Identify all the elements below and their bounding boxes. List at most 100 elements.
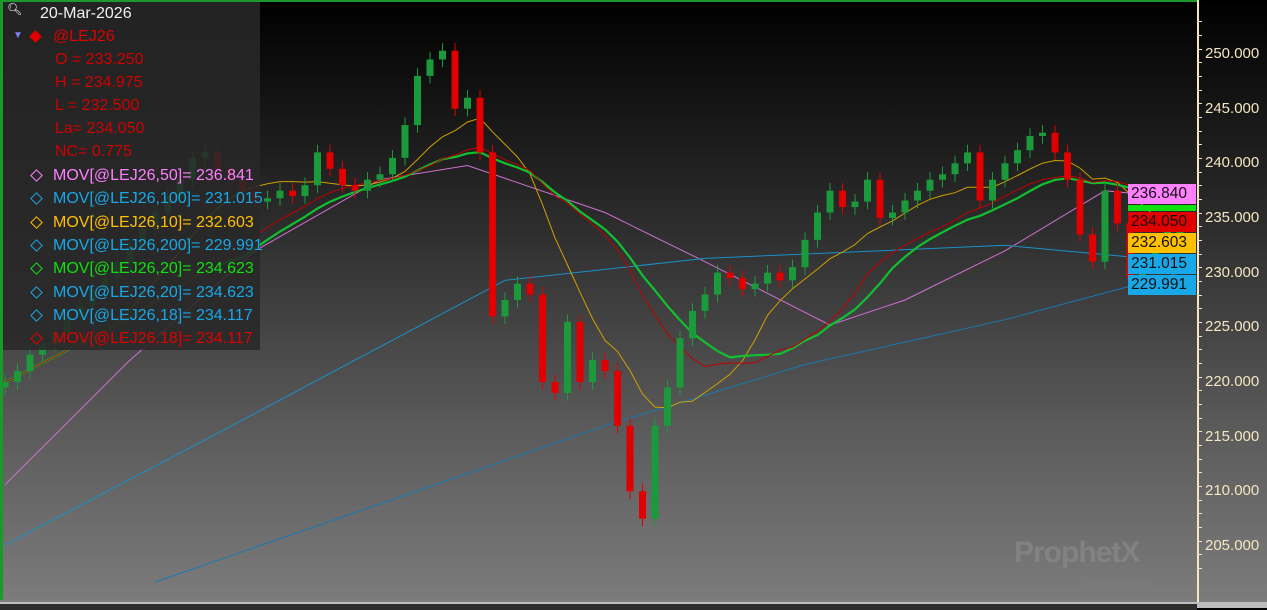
candle[interactable] — [589, 352, 596, 390]
candle[interactable] — [289, 183, 296, 204]
candle[interactable] — [951, 155, 959, 182]
study-label[interactable]: MOV[@LEJ26,50]= 236.841 — [53, 167, 254, 184]
candle[interactable] — [851, 193, 859, 215]
candle[interactable] — [314, 144, 321, 193]
candle[interactable] — [889, 204, 896, 226]
candle[interactable] — [926, 172, 934, 199]
y-tick — [1197, 198, 1202, 200]
study-diamond-icon[interactable] — [30, 308, 43, 322]
candle[interactable] — [1026, 128, 1034, 158]
study-diamond-icon[interactable] — [30, 215, 43, 229]
candle[interactable] — [614, 363, 621, 434]
candle[interactable] — [601, 352, 609, 379]
study-label[interactable]: MOV[@LEJ26,18]= 234.117 — [53, 330, 253, 348]
candle[interactable] — [989, 172, 996, 209]
candle[interactable] — [739, 270, 746, 297]
price-tag: 232.603 — [1128, 233, 1196, 253]
collapse-triangle-icon[interactable]: ▼ — [13, 30, 23, 41]
candle[interactable] — [326, 144, 334, 177]
study-label[interactable]: MOV[@LEJ26,20]= 234.623 — [53, 260, 254, 278]
candle[interactable] — [1089, 226, 1096, 270]
candle[interactable] — [14, 363, 21, 390]
candle[interactable] — [351, 177, 359, 199]
study-label[interactable]: MOV[@LEJ26,100]= 231.015 — [53, 190, 263, 208]
candle[interactable] — [1114, 183, 1121, 232]
candle[interactable] — [1039, 125, 1046, 144]
study-diamond-icon[interactable] — [30, 192, 43, 206]
candle[interactable] — [301, 177, 309, 204]
candle[interactable] — [914, 183, 921, 209]
candle[interactable] — [651, 418, 659, 527]
candle[interactable] — [1101, 183, 1109, 270]
candle[interactable] — [689, 303, 696, 346]
candle[interactable] — [626, 418, 634, 499]
candle[interactable] — [451, 43, 459, 117]
candle[interactable] — [1014, 142, 1021, 171]
candle[interactable] — [976, 144, 984, 209]
candle[interactable] — [551, 374, 559, 401]
candle[interactable] — [439, 43, 446, 68]
candle[interactable] — [564, 314, 571, 401]
candle[interactable] — [939, 166, 946, 188]
candle[interactable] — [401, 117, 409, 166]
candle[interactable] — [526, 275, 534, 303]
candle[interactable] — [489, 144, 496, 325]
candle-body — [814, 212, 821, 240]
candle[interactable] — [801, 232, 809, 275]
study-diamond-icon[interactable] — [30, 332, 43, 345]
candle[interactable] — [751, 275, 759, 297]
study-diamond-icon[interactable] — [30, 169, 43, 182]
candle[interactable] — [514, 275, 521, 308]
candle[interactable] — [264, 190, 271, 210]
candle[interactable] — [864, 172, 871, 210]
candle[interactable] — [1051, 125, 1059, 161]
candle[interactable] — [764, 265, 771, 292]
candle[interactable] — [901, 192, 909, 221]
candle[interactable] — [26, 347, 34, 379]
candle[interactable] — [414, 68, 421, 133]
candle-body — [889, 212, 896, 218]
candle[interactable] — [1, 374, 9, 396]
candle[interactable] — [876, 172, 884, 226]
candle[interactable] — [789, 259, 796, 288]
candle[interactable] — [676, 330, 684, 396]
candle[interactable] — [501, 292, 509, 325]
horizontal-scrollbar[interactable] — [0, 602, 1197, 610]
candle[interactable] — [826, 183, 834, 221]
candle[interactable] — [339, 161, 346, 193]
candle[interactable] — [1076, 172, 1084, 243]
candle[interactable] — [389, 150, 396, 182]
candle[interactable] — [1064, 144, 1071, 188]
candle[interactable] — [839, 183, 846, 215]
y-tick — [1197, 280, 1202, 282]
candle[interactable] — [364, 172, 371, 199]
study-label[interactable]: MOV[@LEJ26,20]= 234.623 — [53, 283, 254, 301]
legend-open: O = 233.250 — [55, 51, 144, 68]
candle[interactable] — [576, 314, 584, 390]
candle[interactable] — [539, 286, 546, 390]
study-label[interactable]: MOV[@LEJ26,18]= 234.117 — [53, 306, 253, 324]
candle[interactable] — [376, 166, 384, 188]
candle[interactable] — [726, 265, 734, 286]
candle[interactable] — [639, 483, 646, 527]
price-axis[interactable] — [1197, 0, 1199, 604]
candle[interactable] — [664, 379, 671, 434]
study-label[interactable]: MOV[@LEJ26,200]= 229.991 — [53, 236, 263, 254]
study-diamond-icon[interactable] — [30, 285, 43, 299]
study-label[interactable]: MOV[@LEJ26,10]= 232.603 — [53, 213, 254, 231]
prophetx-logo-sub: powered by DTN — [1085, 578, 1153, 588]
candle[interactable] — [776, 265, 784, 288]
candle[interactable] — [714, 265, 721, 303]
zoom-icon[interactable]: 🔍︎ — [7, 2, 23, 16]
study-diamond-icon[interactable] — [30, 239, 43, 252]
candle-body — [639, 491, 646, 519]
candle[interactable] — [276, 183, 284, 206]
candle[interactable] — [464, 90, 471, 117]
candle[interactable] — [964, 144, 971, 171]
candle[interactable] — [814, 204, 821, 248]
candle[interactable] — [476, 90, 484, 161]
candle[interactable] — [426, 51, 434, 84]
study-diamond-icon[interactable] — [30, 262, 43, 276]
candle[interactable] — [1001, 155, 1009, 188]
candle[interactable] — [701, 286, 709, 319]
